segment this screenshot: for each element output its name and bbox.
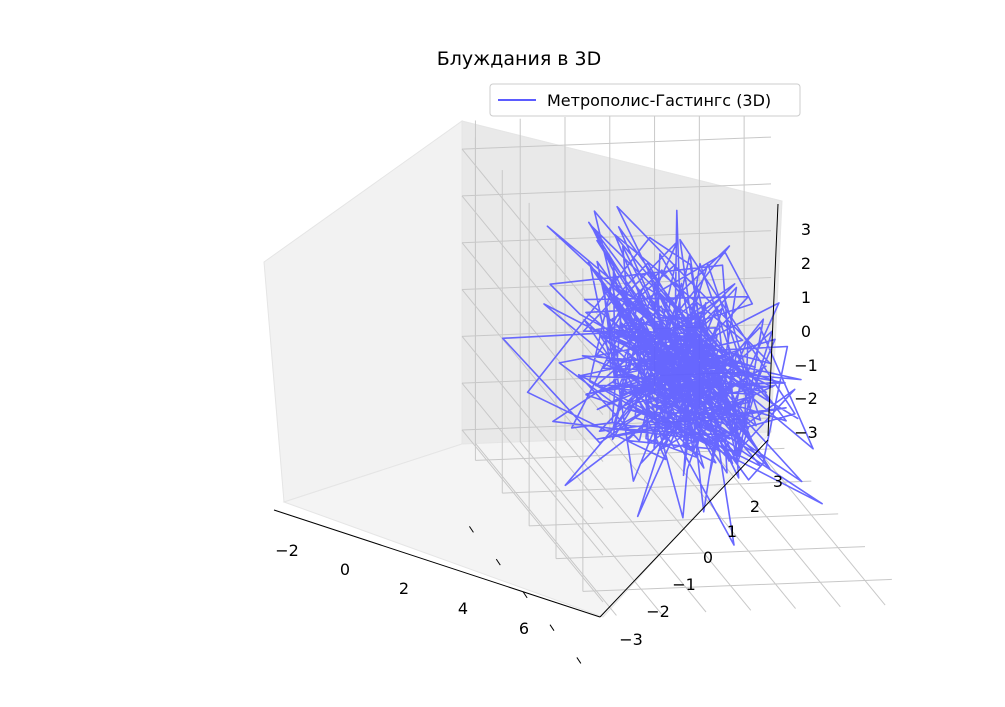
x-axis-line [273,509,601,618]
x-tick-label: 0 [340,560,350,579]
grid-line-z-left [461,382,604,556]
grid-line-y-floor [609,437,752,611]
z-tick-label: 2 [801,254,811,273]
grid-line-z-left [461,429,604,603]
pane-left [263,120,463,503]
grid-line-y-floor [654,436,796,609]
series-lines [501,205,823,546]
grid-line-y-floor [698,434,841,608]
y-tick-label: 2 [750,497,760,516]
x-tick-label: 2 [399,579,409,598]
x-tick-mark [549,624,555,631]
grid-line-y-floor [519,441,662,615]
y-tick-label: 0 [703,548,713,567]
x-tick-mark [469,526,474,533]
grid-line-x-floor [529,513,839,527]
z-tick-label: −2 [794,389,818,408]
z-tick-label: −1 [794,356,818,375]
grid-line-z-left [461,195,604,369]
grid-line-y-floor [743,432,886,606]
grid-line-z-left [461,289,604,462]
y-tick-label: −3 [619,630,643,649]
z-tick-label: 0 [801,322,811,341]
y-tick-label: −1 [672,575,696,594]
z-axis-line [767,203,779,437]
y-tick-label: 3 [773,472,783,491]
grid-line-z-left [461,242,604,416]
chart-title: Блуждания в 3D [437,48,602,70]
grid-line-z-back [461,136,772,150]
grid-line-z-back [461,183,772,197]
x-tick-mark [522,591,528,599]
z-tick-label: −3 [794,423,818,442]
x-tick-mark [495,558,501,566]
grid-line-y-floor [475,443,617,616]
x-tick-label: −2 [275,541,299,560]
grid-line-x-floor [555,546,866,560]
grid-line-x-floor [502,480,812,494]
x-tick-label: 6 [519,619,529,638]
z-tick-label: 3 [801,220,811,239]
x-tick-label: 4 [458,599,468,618]
grid-line-x-floor [582,578,892,592]
grid-line-z-left [461,336,604,509]
grid-line-z-left [461,148,604,322]
z-tick-label: 1 [801,288,811,307]
legend-label: Метрополис-Гастингс (3D) [547,91,771,110]
y-axis-line [599,439,769,618]
y-tick-label: −2 [646,602,670,621]
legend-box [489,83,801,117]
series-line-metropolis-hastings [501,205,823,546]
x-tick-mark [576,657,582,664]
y-tick-label: 1 [727,522,737,541]
legend: Метрополис-Гастингс (3D) [489,83,801,117]
